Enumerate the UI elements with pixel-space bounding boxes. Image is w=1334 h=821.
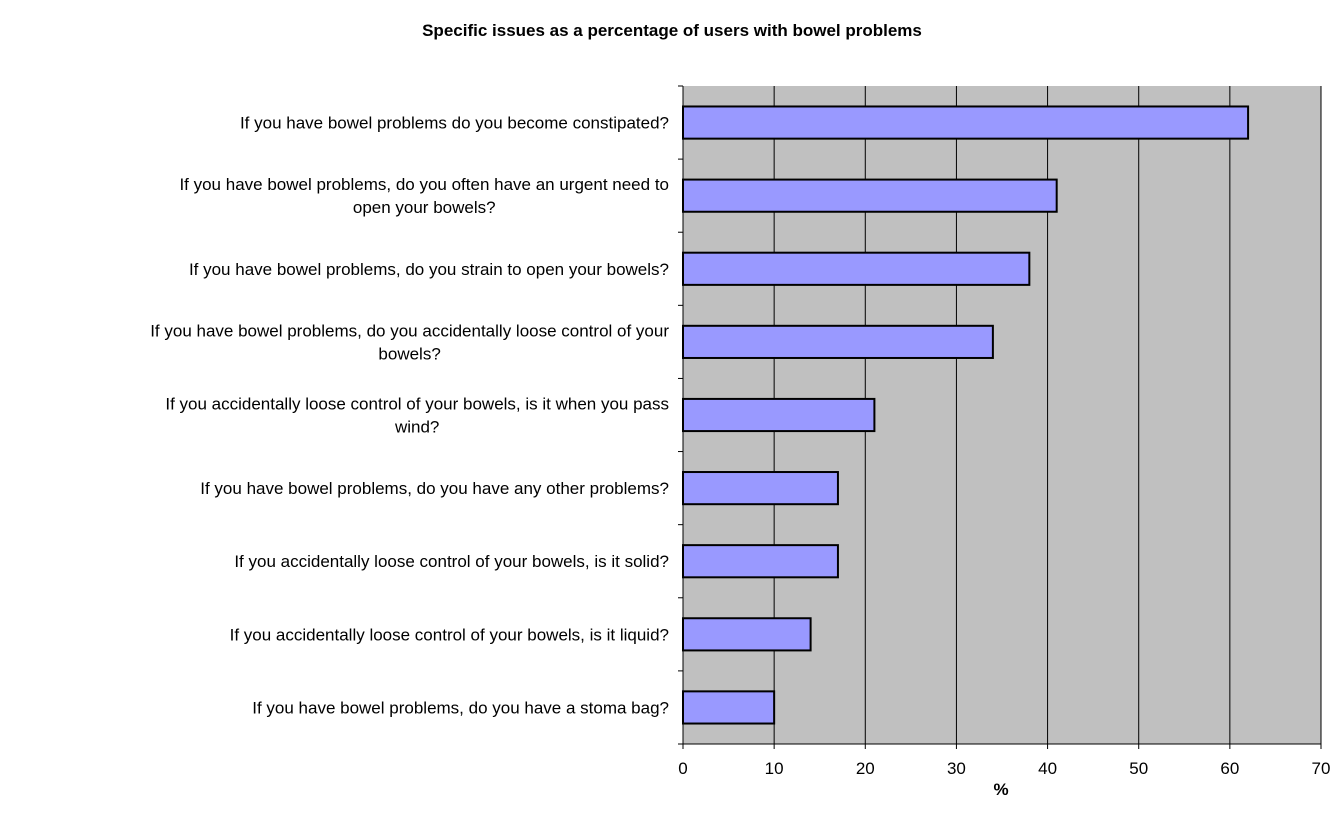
category-label: If you accidentally loose control of you… [165, 395, 669, 437]
bar-9 [682, 690, 776, 725]
bar-6 [682, 471, 839, 506]
bar-8 [682, 617, 812, 652]
category-label: If you have bowel problems do you become… [240, 114, 669, 133]
bar-4 [682, 324, 994, 359]
bar-2 [682, 178, 1058, 213]
bar-7 [682, 544, 839, 579]
category-label: If you accidentally loose control of you… [234, 552, 669, 571]
x-tick-label: 10 [765, 759, 784, 778]
x-tick-label: 20 [856, 759, 875, 778]
bar-5 [682, 397, 876, 433]
x-axis: 0 10 20 30 40 50 60 70 [678, 743, 1331, 778]
category-label: If you have bowel problems, do you have … [252, 698, 669, 717]
x-tick-label: 60 [1220, 759, 1239, 778]
bar-1 [682, 105, 1250, 140]
x-axis-title: % [993, 780, 1008, 799]
bar-3 [682, 251, 1031, 286]
x-tick-label: 70 [1312, 759, 1331, 778]
bars [682, 105, 1250, 725]
category-label: If you have bowel problems, do you often… [179, 175, 669, 217]
x-tick-label: 0 [678, 759, 687, 778]
category-labels: If you have bowel problems do you become… [150, 114, 669, 718]
x-tick-label: 30 [947, 759, 966, 778]
y-axis [678, 85, 684, 745]
x-tick-label: 40 [1038, 759, 1057, 778]
category-label: If you have bowel problems, do you have … [200, 479, 669, 498]
x-tick-label: 50 [1129, 759, 1148, 778]
chart-title: Specific issues as a percentage of users… [422, 21, 922, 40]
category-label: If you have bowel problems, do you accid… [150, 321, 669, 363]
category-label: If you have bowel problems, do you strai… [189, 260, 669, 279]
category-label: If you accidentally loose control of you… [230, 625, 669, 644]
